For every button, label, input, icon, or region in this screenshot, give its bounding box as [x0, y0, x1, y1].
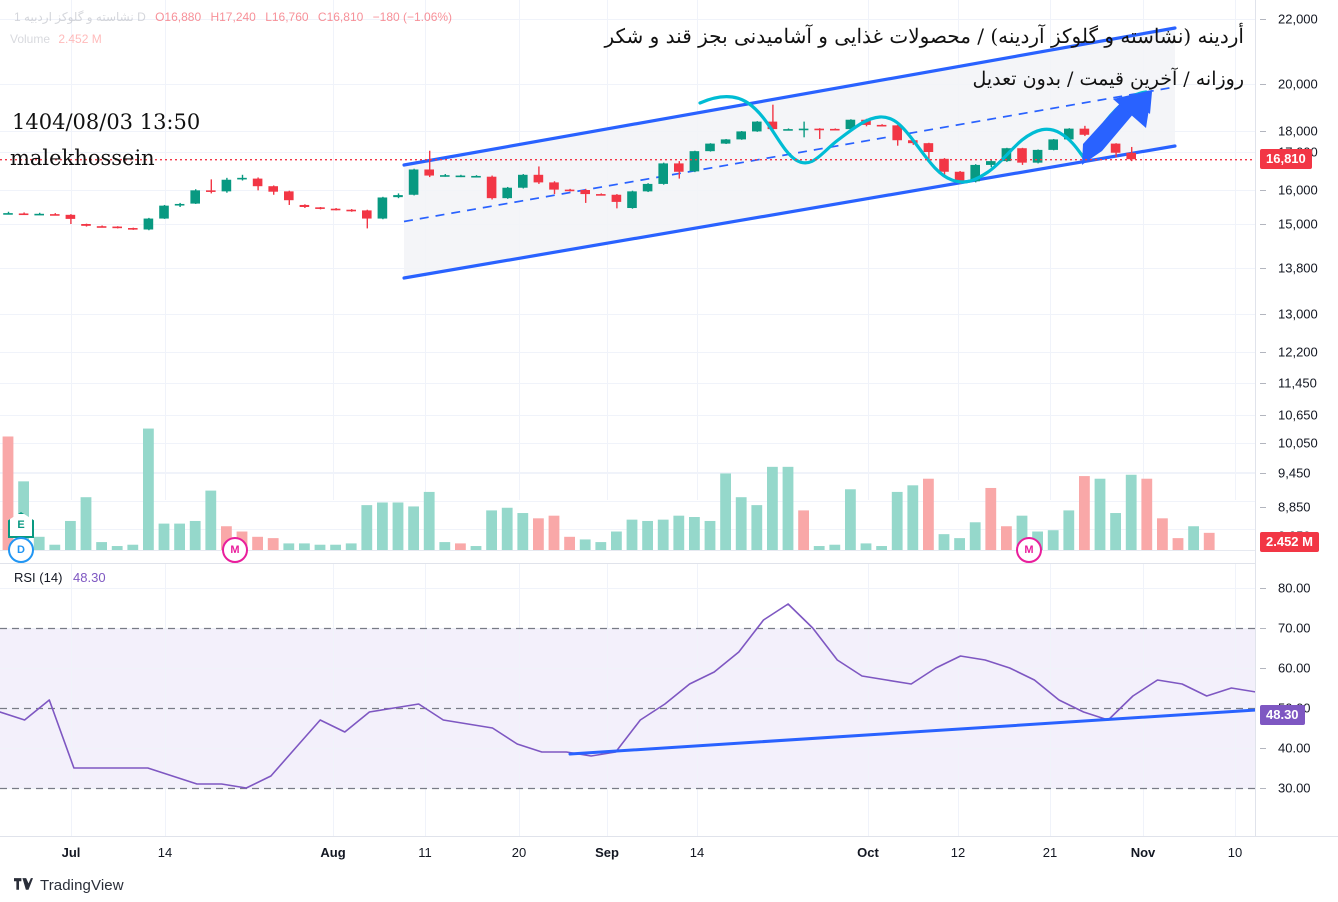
- dividend-marker[interactable]: D: [8, 537, 34, 563]
- price-axis-tick: [1260, 314, 1266, 315]
- price-axis-label: 20,000: [1278, 76, 1318, 92]
- tradingview-logo-icon: [14, 878, 33, 890]
- price-axis-tick: [1260, 19, 1266, 20]
- rsi-axis-label: 30.00: [1278, 780, 1311, 796]
- rsi-legend[interactable]: RSI (14) 48.30: [14, 570, 106, 585]
- price-legend[interactable]: نشاسته و گلوکز اردبیه 1 D O16,880 H17,24…: [10, 10, 452, 24]
- time-axis-label: 14: [157, 845, 173, 860]
- legend-open: O16,880: [155, 10, 202, 24]
- price-axis-label: 12,200: [1278, 344, 1318, 360]
- tradingview-branding: TradingView: [14, 876, 124, 895]
- price-axis-label: 9,450: [1278, 465, 1311, 481]
- price-axis-label: 13,000: [1278, 306, 1318, 322]
- price-axis-label: 18,000: [1278, 123, 1318, 139]
- time-axis-label: Nov: [1130, 845, 1156, 860]
- time-axis-label: 21: [1042, 845, 1058, 860]
- rsi-pane: [0, 564, 1256, 836]
- time-axis-label: Sep: [595, 845, 619, 860]
- rsi-axis-label: 70.00: [1278, 620, 1311, 636]
- rsi-axis-tick: [1260, 668, 1266, 669]
- meeting-marker-2-label: M: [1024, 544, 1034, 556]
- legend-close: C16,810: [317, 10, 364, 24]
- price-axis-label: 10,650: [1278, 407, 1318, 423]
- tradingview-logo-text: TradingView: [40, 877, 124, 894]
- dividend-marker-label: D: [17, 544, 25, 556]
- price-axis-label: 8,850: [1278, 499, 1311, 515]
- time-axis-label: Oct: [857, 845, 879, 860]
- volume-legend[interactable]: Volume 2.452 M: [10, 32, 102, 46]
- time-axis-label: 12: [950, 845, 966, 860]
- rsi-legend-title: RSI (14): [14, 570, 63, 585]
- price-axis-tick: [1260, 190, 1266, 191]
- price-axis-tick: [1260, 443, 1266, 444]
- last-price-badge[interactable]: 16,810: [1260, 149, 1312, 170]
- volume-legend-value: 2.452 M: [58, 32, 102, 46]
- rsi-axis-label: 80.00: [1278, 580, 1311, 596]
- earnings-marker-label: E: [17, 519, 25, 531]
- rsi-axis-label: 60.00: [1278, 660, 1311, 676]
- time-axis-label: 14: [689, 845, 705, 860]
- meeting-marker-2[interactable]: M: [1016, 537, 1042, 563]
- meeting-marker-1-label: M: [230, 544, 240, 556]
- volume-chart-canvas: [0, 415, 1256, 551]
- rsi-value-badge[interactable]: 48.30: [1260, 704, 1305, 725]
- price-axis-tick: [1260, 131, 1266, 132]
- time-axis-label: 10: [1227, 845, 1243, 860]
- price-axis-label: 11,450: [1278, 375, 1317, 391]
- rsi-legend-value: 48.30: [73, 570, 106, 585]
- price-axis-tick: [1260, 352, 1266, 353]
- price-axis-tick: [1260, 84, 1266, 85]
- time-axis-label: Aug: [320, 845, 346, 860]
- meeting-marker-1[interactable]: M: [222, 537, 248, 563]
- price-axis-tick: [1260, 268, 1266, 269]
- rsi-axis-tick: [1260, 748, 1266, 749]
- price-axis-label: 16,000: [1278, 182, 1318, 198]
- legend-change: −180 (−1.06%): [372, 10, 453, 24]
- rsi-chart-canvas: [0, 564, 1256, 836]
- rsi-axis-tick: [1260, 788, 1266, 789]
- time-axis-label: 20: [511, 845, 527, 860]
- time-axis-label: Jul: [61, 845, 81, 860]
- price-axis-label: 22,000: [1278, 11, 1318, 27]
- price-axis-tick: [1260, 415, 1266, 416]
- legend-symbol[interactable]: نشاسته و گلوکز اردبیه: [24, 10, 134, 24]
- price-axis-tick: [1260, 383, 1266, 384]
- rsi-axis-label: 40.00: [1278, 740, 1311, 756]
- volume-pane: [0, 400, 1256, 562]
- rsi-axis-tick: [1260, 628, 1266, 629]
- price-axis-tick: [1260, 507, 1266, 508]
- price-axis-label: 15,000: [1278, 216, 1318, 232]
- price-axis-label: 13,800: [1278, 260, 1318, 276]
- legend-timeframe[interactable]: 1 D: [14, 10, 146, 24]
- volume-legend-title: Volume: [10, 32, 51, 46]
- pane-separator[interactable]: [0, 563, 1256, 564]
- price-axis-tick: [1260, 224, 1266, 225]
- rsi-axis-tick: [1260, 588, 1266, 589]
- time-axis[interactable]: Jul 14 Aug 11 20 Sep 14 Oct 12 21 Nov 10: [0, 836, 1338, 867]
- volume-value-badge[interactable]: 2.452 M: [1260, 532, 1319, 552]
- price-axis[interactable]: 22,00020,00018,00017,00016,00015,00013,8…: [1255, 0, 1338, 836]
- time-axis-label: 11: [418, 845, 432, 860]
- legend-low: L16,760: [265, 10, 309, 24]
- legend-high: H17,240: [210, 10, 256, 24]
- price-axis-tick: [1260, 473, 1266, 474]
- price-axis-label: 10,050: [1278, 435, 1318, 451]
